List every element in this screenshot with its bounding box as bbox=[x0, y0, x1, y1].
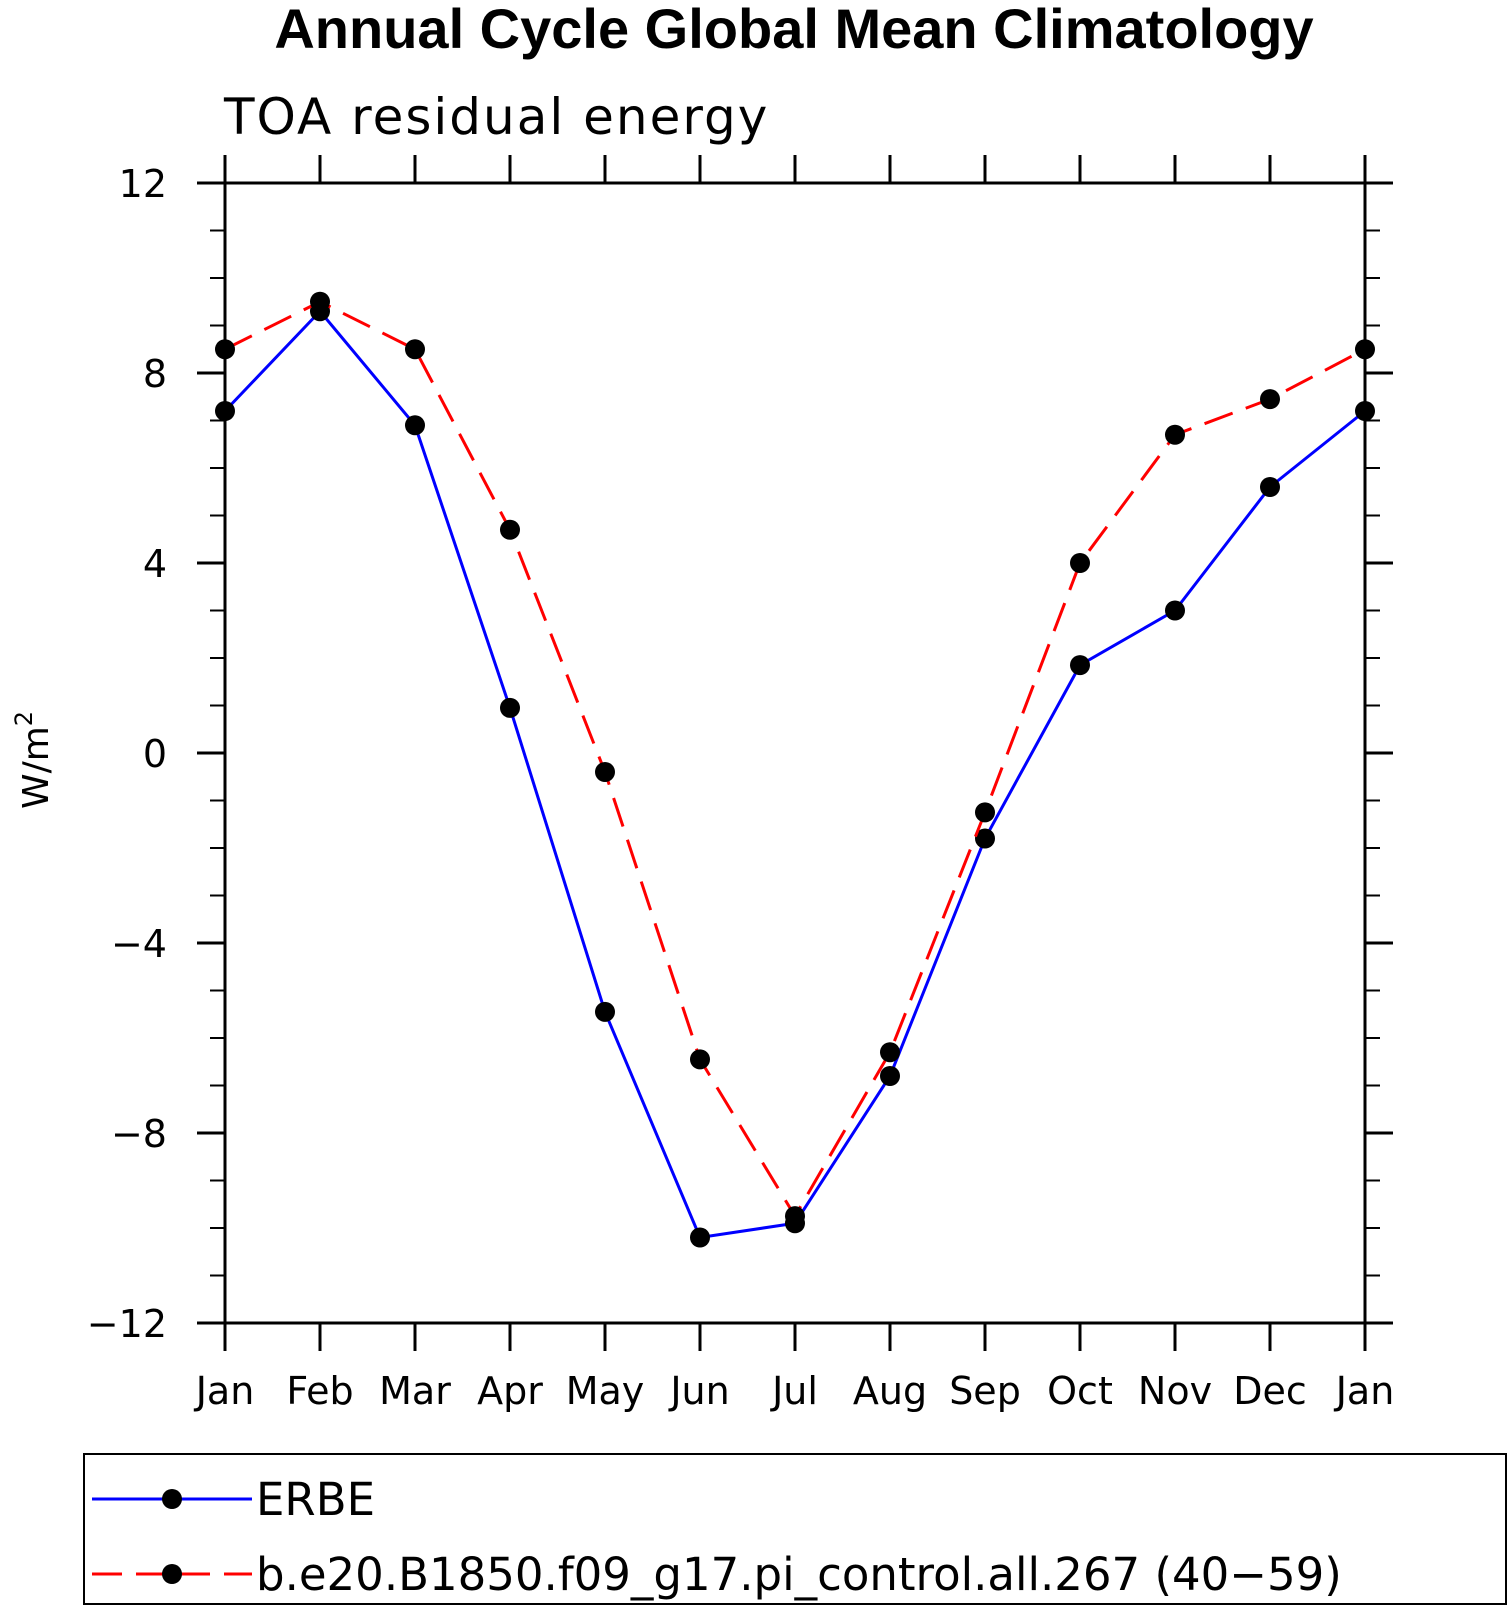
data-point bbox=[500, 519, 520, 540]
legend-marker-0 bbox=[162, 1489, 182, 1509]
x-tick-label: Mar bbox=[379, 1369, 451, 1413]
x-tick-label: Dec bbox=[1233, 1369, 1307, 1413]
x-tick-label: Apr bbox=[477, 1369, 543, 1413]
data-point bbox=[215, 339, 235, 360]
x-tick-label: May bbox=[566, 1369, 645, 1413]
y-axis-label-superscript: 2 bbox=[10, 711, 38, 726]
x-tick-label: Aug bbox=[853, 1369, 927, 1413]
legend-marker-1 bbox=[162, 1564, 182, 1584]
y-tick-label: −8 bbox=[111, 1112, 167, 1156]
x-tick-label: Sep bbox=[949, 1369, 1021, 1413]
y-axis-label: W/m2 bbox=[10, 711, 57, 809]
data-point bbox=[690, 1227, 710, 1248]
series-line-1 bbox=[224, 300, 1366, 1220]
x-tick-label: Jul bbox=[770, 1369, 818, 1413]
data-point bbox=[690, 1049, 710, 1070]
data-point bbox=[880, 1042, 900, 1063]
data-point bbox=[1260, 389, 1280, 410]
plot-frame bbox=[223, 181, 1367, 1325]
data-point bbox=[1355, 401, 1375, 421]
y-tick-label: 0 bbox=[143, 732, 167, 776]
y-axis-label-base: W/m bbox=[16, 726, 57, 809]
x-tick-label: Jan bbox=[194, 1369, 255, 1413]
legend-box bbox=[83, 1453, 1507, 1605]
y-tick-label: −4 bbox=[111, 922, 167, 966]
data-point bbox=[785, 1206, 805, 1227]
y-tick-label: −12 bbox=[87, 1302, 167, 1346]
legend: ERBE b.e20.B1850.f09_g17.pi_control.all.2… bbox=[83, 1453, 1507, 1605]
data-point bbox=[1165, 424, 1185, 445]
chart-subtitle: TOA residual energy bbox=[223, 88, 769, 146]
x-tick-label: Oct bbox=[1047, 1369, 1113, 1413]
data-point bbox=[595, 762, 615, 782]
data-point bbox=[1355, 339, 1375, 360]
y-tick-label: 8 bbox=[143, 352, 167, 396]
data-point bbox=[1070, 553, 1090, 573]
data-point bbox=[1260, 477, 1280, 497]
chart-title: Annual Cycle Global Mean Climatology bbox=[274, 0, 1313, 60]
data-point bbox=[975, 802, 995, 823]
data-point bbox=[500, 697, 520, 718]
data-point bbox=[310, 291, 330, 312]
legend-label-0: ERBE bbox=[256, 1473, 375, 1526]
legend-label-1: b.e20.B1850.f09_g17.pi_control.all.267 (… bbox=[256, 1548, 1342, 1601]
data-point bbox=[975, 828, 995, 849]
series-line-0 bbox=[223, 308, 1366, 1240]
x-tick-label: Nov bbox=[1138, 1369, 1212, 1413]
data-point bbox=[215, 401, 235, 421]
data-point bbox=[405, 339, 425, 360]
data-point bbox=[880, 1066, 900, 1086]
x-tick-label: Feb bbox=[286, 1369, 353, 1413]
data-point bbox=[1165, 600, 1185, 621]
plot-area: Jan Feb Mar Apr May Jun Jul Aug Sep Oct Nov Dec Jan 1… bbox=[87, 155, 1394, 1413]
data-point bbox=[1070, 655, 1090, 676]
x-tick-label: Jan bbox=[1334, 1369, 1395, 1413]
y-tick-label: 4 bbox=[143, 542, 167, 586]
y-tick-label: 12 bbox=[119, 162, 167, 206]
data-point bbox=[405, 415, 425, 436]
data-point bbox=[595, 1001, 615, 1022]
x-tick-label: Jun bbox=[668, 1369, 729, 1413]
